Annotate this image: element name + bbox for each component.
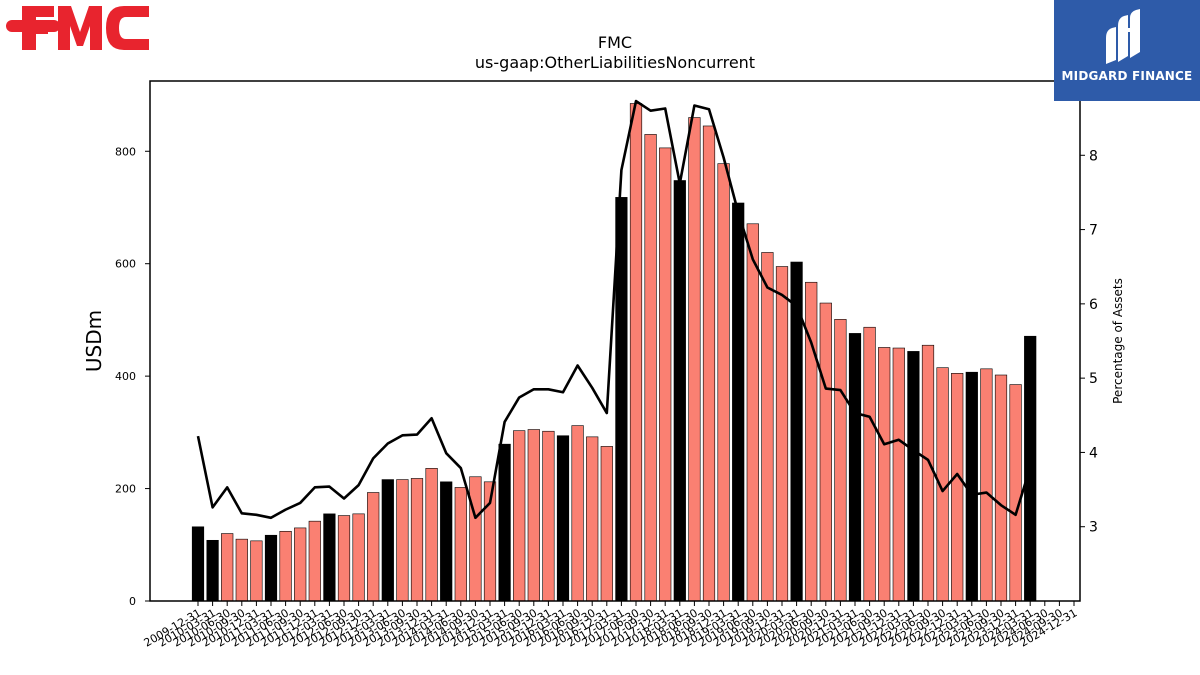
bar xyxy=(892,347,905,602)
y2-tick-label: 3 xyxy=(1089,520,1098,536)
bar xyxy=(235,538,248,602)
percentage-line xyxy=(196,99,1032,520)
bar xyxy=(980,368,993,602)
bar xyxy=(746,223,759,602)
y-axis-left: 0 200 400 600 800 xyxy=(115,145,150,608)
chart-subtitle: us-gaap:OtherLiabilitiesNoncurrent xyxy=(475,53,755,72)
bar xyxy=(600,446,613,602)
bar xyxy=(206,539,219,602)
bar xyxy=(279,530,292,602)
bar xyxy=(659,147,672,602)
bar xyxy=(425,468,438,602)
bar xyxy=(410,478,424,602)
bar xyxy=(513,430,526,602)
bar xyxy=(571,425,584,602)
bar xyxy=(644,134,657,602)
bar xyxy=(878,347,891,602)
chart-title: FMC xyxy=(598,33,632,52)
badge-text: MIDGARD FINANCE xyxy=(1061,69,1193,83)
y-tick-label: 400 xyxy=(115,370,136,383)
bar xyxy=(454,487,467,602)
fmc-logo xyxy=(6,6,149,50)
bar xyxy=(965,371,978,602)
bar xyxy=(527,429,540,602)
bar xyxy=(673,180,686,602)
bar xyxy=(994,374,1008,602)
y-tick-label: 200 xyxy=(115,483,136,496)
y2-tick-label: 8 xyxy=(1089,148,1098,164)
y-axis-right: 3 4 5 6 7 8 xyxy=(1080,148,1098,536)
bar xyxy=(907,351,920,602)
bar xyxy=(586,436,599,602)
bar xyxy=(629,103,643,602)
bar xyxy=(250,540,263,602)
y2-tick-label: 7 xyxy=(1089,223,1098,239)
bar xyxy=(775,266,789,602)
bar xyxy=(848,333,862,602)
bar xyxy=(498,443,511,602)
bar xyxy=(308,520,321,602)
bar xyxy=(556,435,570,602)
y-tick-label: 800 xyxy=(115,145,136,158)
bar xyxy=(191,526,205,602)
bar xyxy=(469,476,482,602)
bar xyxy=(542,430,555,602)
bar xyxy=(717,163,730,602)
y2-tick-label: 4 xyxy=(1089,445,1098,461)
y-axis-label: USDm xyxy=(82,310,106,372)
bar xyxy=(951,373,964,602)
bar xyxy=(396,479,409,602)
bar xyxy=(221,533,234,602)
bar xyxy=(834,319,847,602)
x-axis: 2009-12-312010-03-312010-06-302010-09-30… xyxy=(142,601,1080,650)
bar xyxy=(264,534,278,602)
bar xyxy=(1009,384,1022,602)
midgard-logo-icon xyxy=(1106,9,1140,64)
y2-axis-label: Percentage of Assets xyxy=(1111,278,1125,404)
bar xyxy=(381,479,394,602)
y-tick-label: 0 xyxy=(129,595,136,608)
bar xyxy=(732,202,745,602)
bar xyxy=(294,527,307,602)
bar xyxy=(367,492,380,602)
y2-tick-label: 5 xyxy=(1089,371,1098,387)
bar xyxy=(921,344,935,602)
bar xyxy=(819,302,832,602)
bar xyxy=(761,252,774,602)
bar xyxy=(352,513,365,602)
line-series-group xyxy=(196,99,1032,520)
y-tick-label: 600 xyxy=(115,258,136,271)
bar xyxy=(323,513,336,602)
bar xyxy=(688,117,701,602)
plot-frame xyxy=(149,80,1081,602)
bar xyxy=(702,125,716,602)
bar-series xyxy=(191,103,1037,602)
bar xyxy=(337,515,351,602)
bar xyxy=(863,326,876,602)
y2-tick-label: 6 xyxy=(1089,297,1098,313)
bar xyxy=(440,481,453,602)
midgard-finance-badge: MIDGARD FINANCE xyxy=(1054,0,1200,101)
